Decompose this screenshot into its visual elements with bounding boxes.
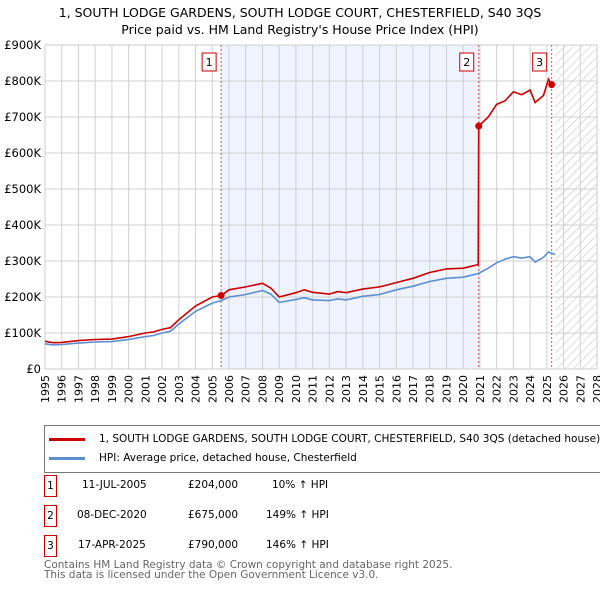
y-tick-label: £400K [4,218,41,232]
x-tick-label: 2018 [424,375,437,403]
x-tick-label: 2013 [340,375,353,403]
title-line: 1, SOUTH LODGE GARDENS, SOUTH LODGE COUR… [58,5,542,20]
marker-box [201,52,217,72]
chart-title: 1, SOUTH LODGE GARDENS, SOUTH LODGE COUR… [0,4,600,38]
plot-border [44,44,598,370]
sale-point [548,81,556,89]
hpi-change: 146% ↑ HPI [266,539,329,551]
hpi-change: 149% ↑ HPI [266,509,329,521]
x-tick-label: 1995 [39,375,52,403]
x-tick-label: 2001 [139,375,152,403]
date: 11-JUL-2005 [82,479,147,491]
price-chart: 1995 1996 1997 1998 1999 2000 2001 2002 2003 2004… [4,38,600,403]
marker-label: 2 [463,56,470,69]
x-tick-label: 1997 [72,375,85,403]
price: £204,000 [188,479,239,491]
legend-item-property: 1, SOUTH LODGE GARDENS, SOUTH LODGE COUR… [45,431,600,447]
marker-box [532,52,548,72]
hpi-line [44,251,556,346]
x-tick-label: 2016 [390,375,403,403]
x-tick-label: 2008 [256,375,269,403]
x-tick-label: 2011 [307,375,320,403]
y-tick-label: £100K [4,326,41,340]
property-price-line [44,77,553,344]
subtitle-line: Price paid vs. HM Land Registry's House … [121,22,479,37]
legend-item-hpi: HPI: Average price, detached house, Ches… [45,450,357,466]
sale-point [475,122,483,130]
y-tick-label: £500K [4,182,41,196]
y-tick-label: £200K [4,290,41,304]
x-tick-label: 2002 [156,375,169,403]
transaction-row: 1 11-JUL-2005 £204,000 10% ↑ HPI [44,475,444,497]
y-tick-label: £700K [4,110,41,124]
x-tick-label: 2021 [474,375,487,403]
marker-badge: 3 [44,535,57,557]
x-tick-label: 1999 [106,375,119,403]
legend-label: HPI: Average price, detached house, Ches… [99,452,357,464]
x-tick-label: 1996 [56,375,69,403]
x-tick-label: 2009 [273,375,286,403]
marker-badge: 1 [44,475,57,497]
y-tick-label: £0 [26,362,41,376]
x-tick-label: 2012 [323,375,336,403]
x-tick-label: 2025 [541,375,554,403]
x-tick-label: 2000 [123,375,136,403]
x-tick-label: 2024 [524,375,537,403]
footer-copyright: Contains HM Land Registry data © Crown c… [44,559,453,571]
footer-licence: This data is licensed under the Open Gov… [44,569,379,581]
y-tick-label: £600K [4,146,41,160]
x-tick-label: 2026 [558,375,571,403]
date: 17-APR-2025 [78,539,146,551]
x-tick-label: 2022 [491,375,504,403]
y-tick-label: £300K [4,254,41,268]
footer: Contains HM Land Registry data © Crown c… [44,559,453,581]
x-tick-label: 2004 [190,375,203,403]
x-tick-label: 2005 [206,375,219,403]
x-tick-label: 1998 [89,375,102,403]
x-tick-label: 2010 [290,375,303,403]
marker-badge: 2 [44,505,57,527]
legend: 1, SOUTH LODGE GARDENS, SOUTH LODGE COUR… [44,425,600,473]
price: £790,000 [188,539,239,551]
x-tick-label: 2006 [223,375,236,403]
legend-blue-line [49,456,85,460]
x-tick-label: 2015 [374,375,387,403]
y-tick-label: £800K [4,74,41,88]
legend-red-line [49,437,85,441]
forecast-hatch [555,45,597,369]
date: 08-DEC-2020 [77,509,147,521]
x-tick-label: 2003 [173,375,186,403]
y-tick-label: £900K [4,38,41,52]
marker-label: 1 [206,56,213,69]
sale-point [217,292,225,300]
x-tick-label: 2023 [507,375,520,403]
marker-box [459,52,475,72]
x-tick-label: 2027 [574,375,587,403]
x-tick-label: 2007 [240,375,253,403]
x-tick-label: 2028 [591,375,600,403]
transaction-row: 3 17-APR-2025 £790,000 146% ↑ HPI [44,535,444,557]
x-tick-label: 2017 [407,375,420,403]
shaded-period [221,45,479,369]
transaction-row: 2 08-DEC-2020 £675,000 149% ↑ HPI [44,505,444,527]
hpi-change: 10% ↑ HPI [272,479,329,491]
marker-label: 3 [536,56,543,69]
x-tick-label: 2019 [440,375,453,403]
legend-label: 1, SOUTH LODGE GARDENS, SOUTH LODGE COUR… [99,433,600,445]
x-tick-label: 2014 [357,375,370,403]
price: £675,000 [188,509,239,521]
x-tick-label: 2020 [457,375,470,403]
